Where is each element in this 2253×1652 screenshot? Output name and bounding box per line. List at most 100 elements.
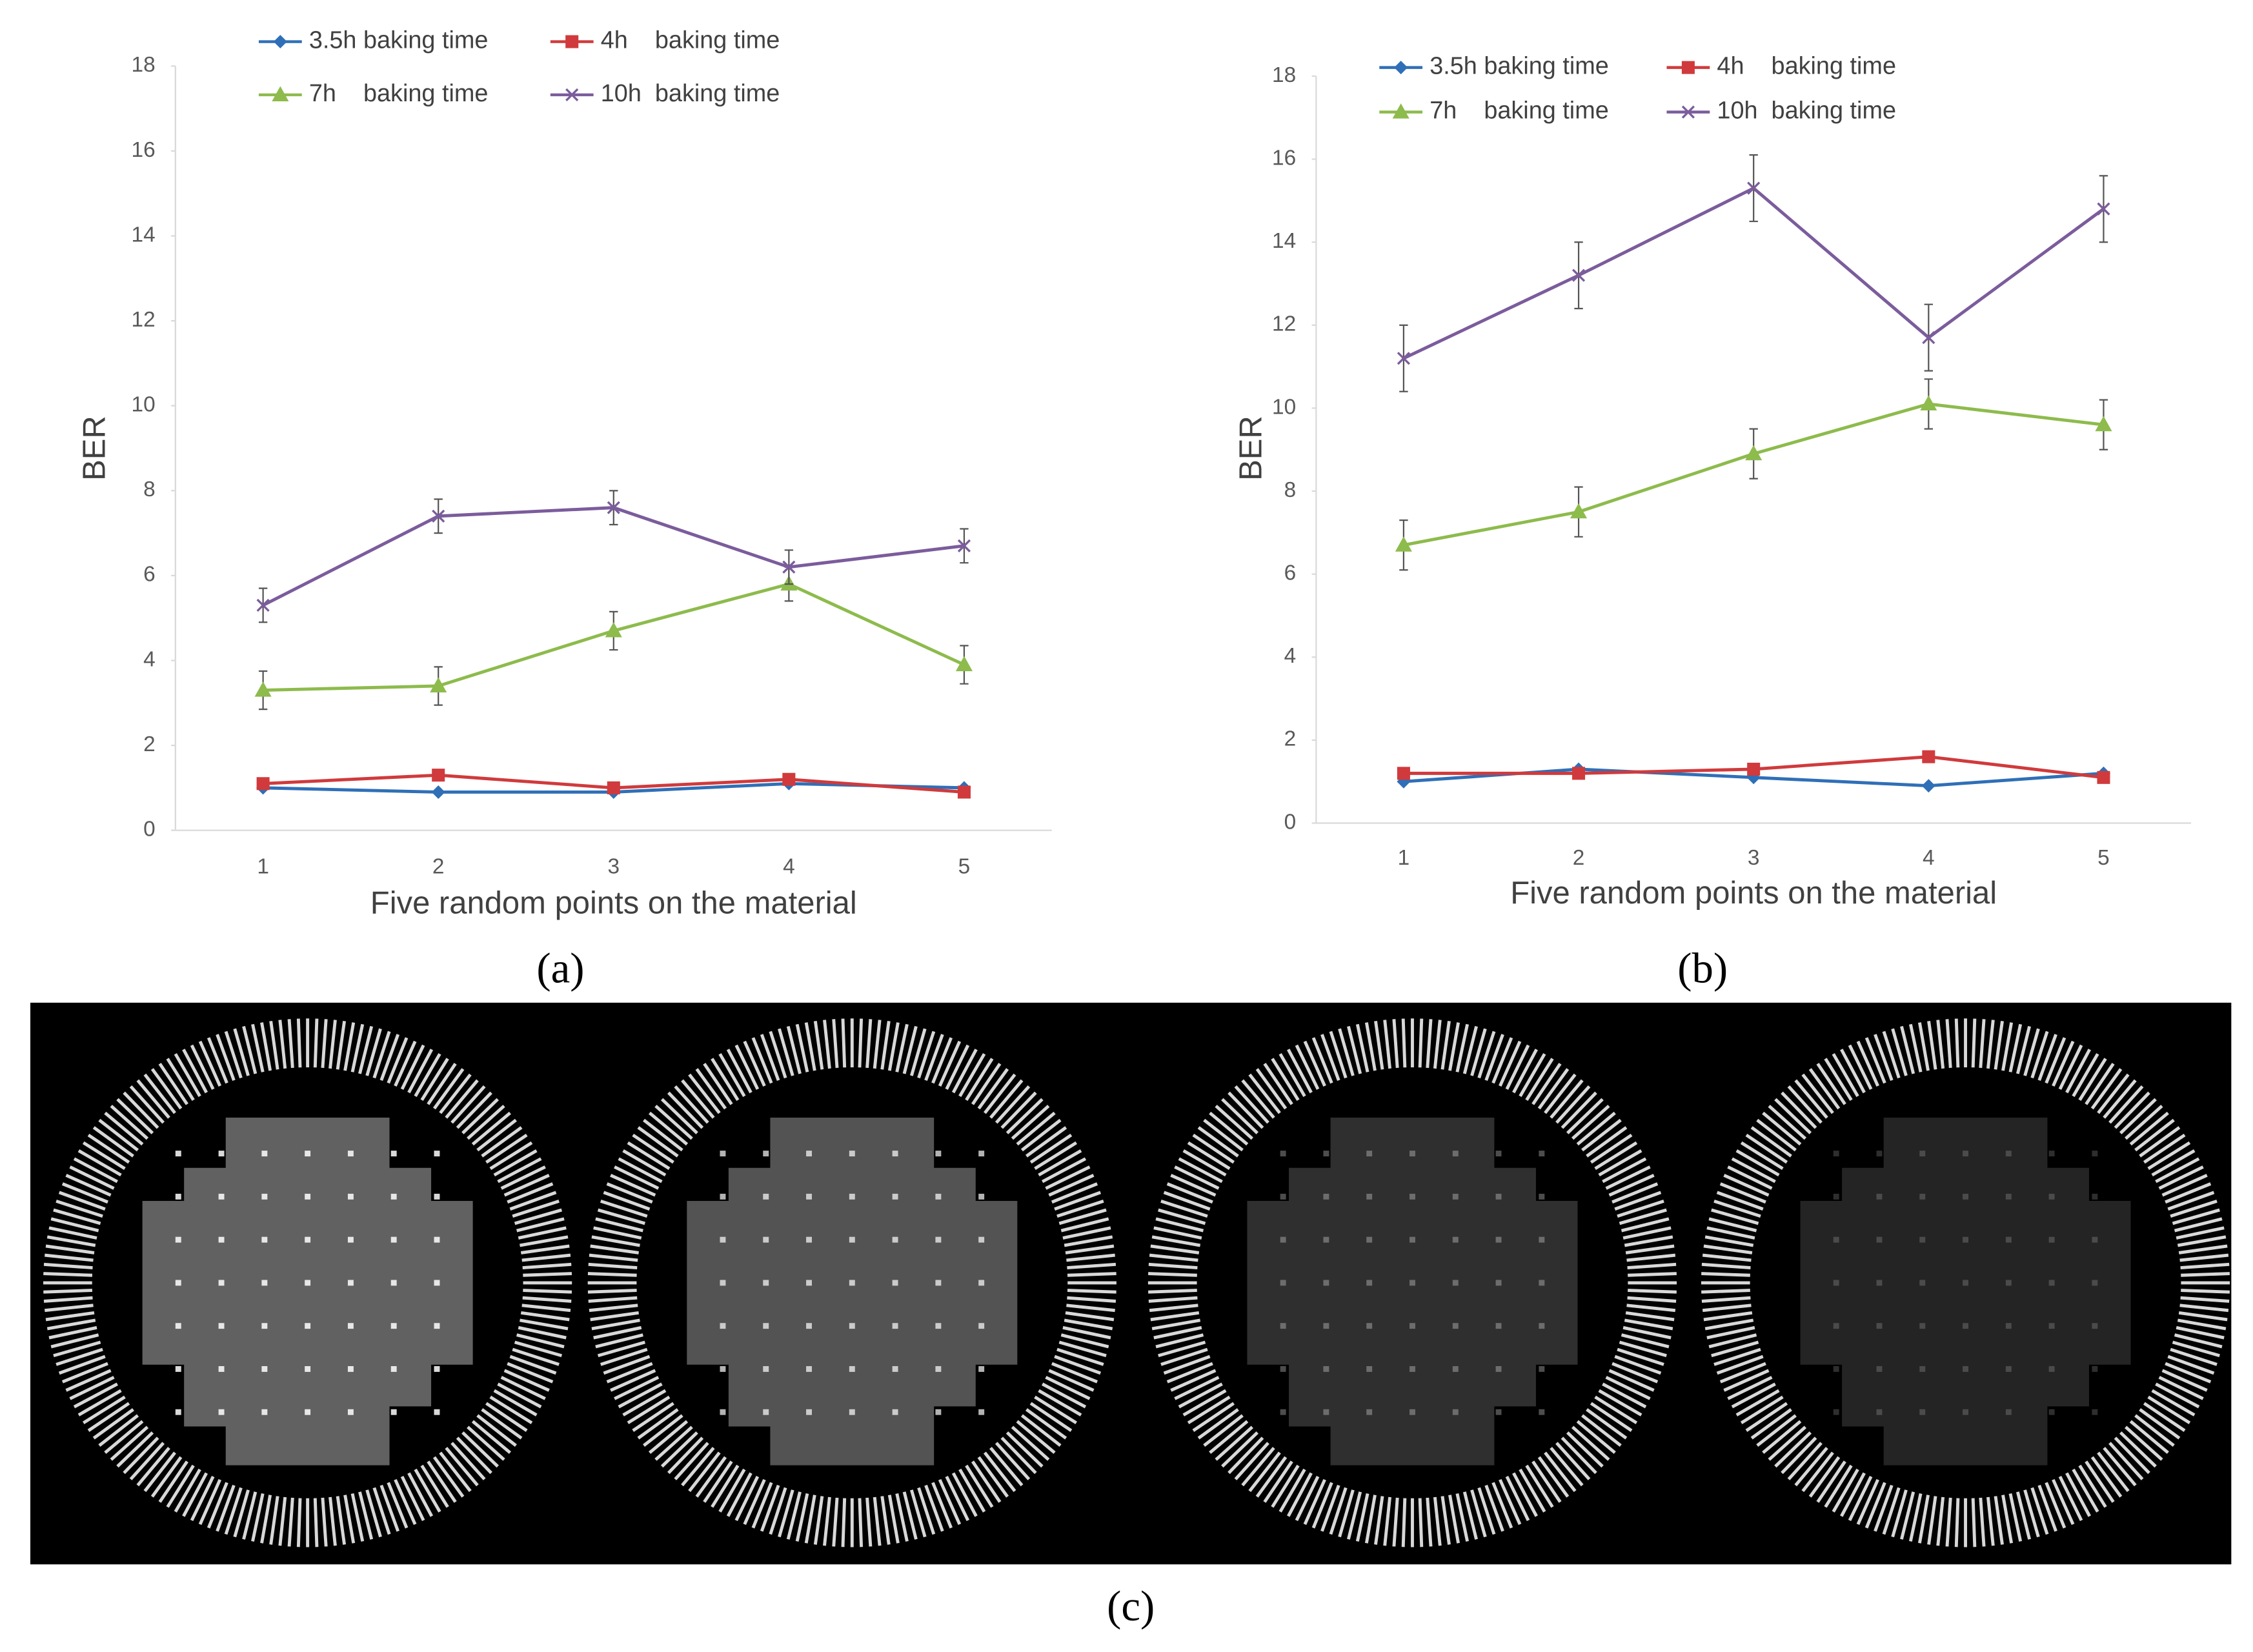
spoke (1255, 1068, 1288, 1110)
spoke (958, 1468, 986, 1513)
spoke (1347, 1491, 1362, 1540)
spoke (1011, 1104, 1050, 1140)
spoke (61, 1362, 108, 1384)
spoke (432, 1456, 465, 1498)
spoke (1525, 1464, 1554, 1508)
spoke (880, 1496, 891, 1545)
y-axis-label: BER (1233, 416, 1268, 481)
spoke (1794, 1447, 1828, 1487)
spoke (476, 1414, 517, 1447)
dot (218, 1151, 225, 1156)
spoke (1221, 1098, 1258, 1134)
dot (2005, 1323, 2012, 1329)
spoke (190, 1475, 215, 1522)
spoke (158, 1062, 188, 1105)
spoke (1320, 1484, 1340, 1532)
marker (432, 509, 445, 523)
spoke (2155, 1382, 2200, 1409)
spoke (1550, 1447, 1584, 1487)
spoke (1954, 1498, 1960, 1547)
spoke (1401, 1018, 1407, 1068)
spoke (865, 1019, 873, 1068)
spoke (880, 1020, 891, 1070)
spoke (358, 1025, 374, 1074)
spoke (233, 1028, 250, 1076)
spoke (1605, 1165, 1651, 1190)
spoke (718, 1468, 746, 1513)
spoke (2097, 1451, 2130, 1493)
spoke (603, 1191, 651, 1211)
spoke (350, 1493, 365, 1542)
y-tick-label: 10 (1272, 395, 1296, 419)
spoke (841, 1498, 847, 1547)
spoke (591, 1318, 640, 1331)
spoke (407, 1049, 434, 1094)
spoke (2078, 1058, 2107, 1102)
dot (806, 1280, 812, 1286)
dot (175, 1193, 181, 1200)
spoke (832, 1019, 839, 1068)
spoke (2178, 1311, 2228, 1322)
dot (1495, 1323, 1502, 1329)
dot (1876, 1151, 1883, 1156)
spoke (1745, 1402, 1788, 1432)
dot (1323, 1409, 1329, 1415)
spoke (45, 1244, 95, 1254)
marker (957, 539, 971, 552)
spoke (1228, 1091, 1264, 1129)
spoke (522, 1296, 572, 1303)
spoke (1491, 1482, 1513, 1529)
spoke (1794, 1079, 1828, 1119)
dot (763, 1323, 769, 1329)
marker (272, 86, 289, 101)
dot (2048, 1323, 2055, 1329)
spoke (313, 1018, 319, 1068)
spoke (2045, 1482, 2066, 1529)
spoke (1058, 1208, 1107, 1225)
spoke (1462, 1491, 1478, 1540)
spoke (278, 1020, 287, 1069)
spoke (1571, 1104, 1610, 1140)
dot (347, 1409, 354, 1415)
dot (1495, 1409, 1502, 1415)
spoke (1608, 1369, 1655, 1392)
spoke (590, 1311, 639, 1322)
spoke (190, 1044, 215, 1090)
dot (261, 1193, 268, 1200)
spoke (1994, 1496, 2004, 1545)
spoke (116, 1431, 154, 1468)
spoke (43, 1262, 93, 1270)
spoke (674, 1442, 709, 1480)
spoke (516, 1217, 565, 1233)
spoke (1149, 1253, 1198, 1262)
dot (2005, 1236, 2012, 1243)
dot (763, 1151, 769, 1156)
spoke (917, 1487, 936, 1535)
spoke (1703, 1311, 1753, 1322)
spoke (485, 1133, 528, 1164)
spoke (58, 1355, 106, 1375)
spoke (450, 1442, 486, 1480)
spoke (50, 1217, 99, 1233)
spoke (1470, 1489, 1487, 1538)
dot (849, 1193, 855, 1200)
dot (347, 1323, 354, 1329)
spoke (1608, 1174, 1655, 1197)
dot (218, 1409, 225, 1415)
spoke (1602, 1382, 1647, 1409)
dot (1495, 1193, 1502, 1200)
spoke (924, 1484, 944, 1532)
spoke (1614, 1355, 1662, 1375)
spoke (2177, 1318, 2227, 1331)
spoke (1067, 1289, 1116, 1294)
dot (1409, 1280, 1415, 1286)
legend-label: 7h baking time (309, 80, 489, 107)
spoke (1338, 1489, 1355, 1538)
dot (434, 1409, 440, 1415)
spoke (924, 1034, 944, 1081)
spoke (1499, 1478, 1522, 1526)
spoke (1856, 1478, 1879, 1526)
spoke (2176, 1325, 2225, 1340)
dot (2092, 1366, 2098, 1372)
spoke (1544, 1451, 1577, 1493)
